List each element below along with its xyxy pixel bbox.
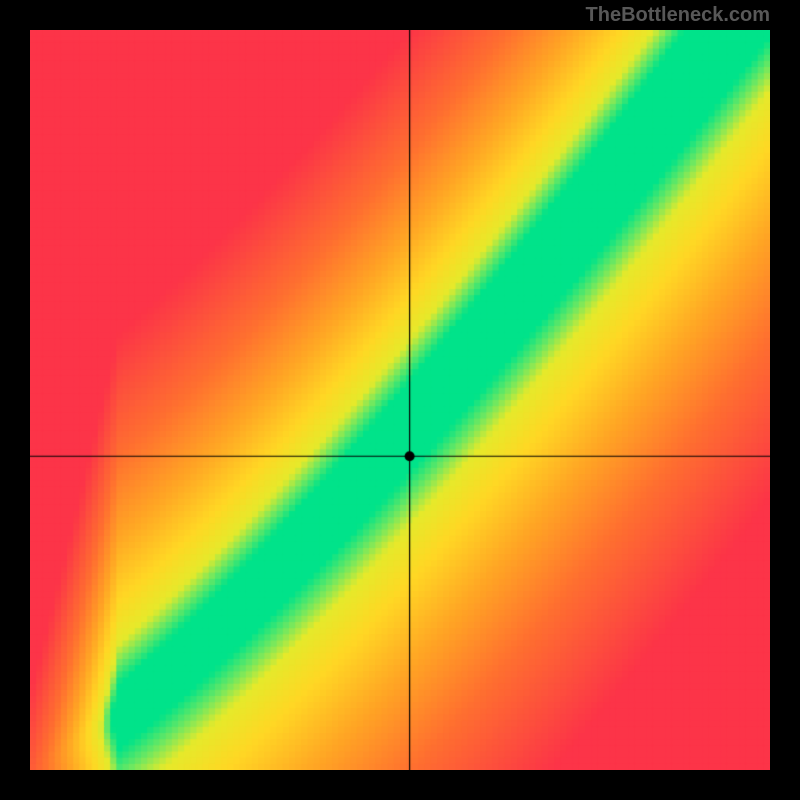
bottleneck-heatmap <box>30 30 770 770</box>
watermark-text: TheBottleneck.com <box>586 4 770 27</box>
